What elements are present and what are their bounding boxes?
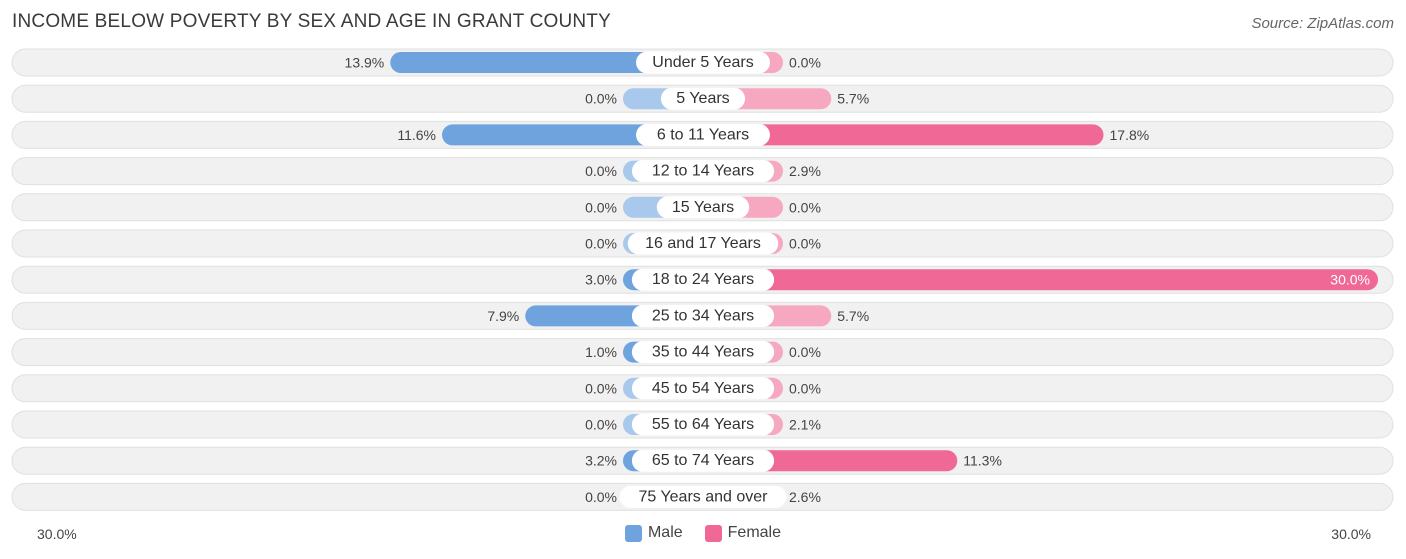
chart-title: INCOME BELOW POVERTY BY SEX AND AGE IN G… [12,11,611,32]
legend-item-female[interactable]: Female [704,524,782,542]
legend-label-male: Male [647,524,683,541]
value-label-female: 11.3% [963,453,1002,469]
category-label: 75 Years and over [639,488,769,505]
value-label-female: 0.0% [789,344,821,360]
legend-swatch-female [704,524,722,542]
category-label: 12 to 14 Years [652,163,754,180]
value-label-female: 5.7% [837,308,869,324]
value-label-female: 0.0% [789,236,821,252]
value-label-female: 2.9% [789,163,821,179]
legend: Male Female [0,524,1406,542]
value-label-female: 2.1% [789,417,821,433]
value-label-male: 0.0% [585,163,617,179]
value-label-female: 17.8% [1110,127,1150,143]
category-pill [631,304,775,327]
category-label: 55 to 64 Years [652,416,754,433]
chart-canvas: 13.9% 0.0% Under 5 Years 0.0% 5.7% 5 Years 11.… [11,48,1394,511]
value-label-male: 1.0% [585,344,617,360]
value-label-male: 0.0% [585,489,617,505]
category-pill [631,413,775,436]
category-pill [631,160,775,183]
category-label: 16 and 17 Years [645,235,761,252]
category-label: 45 to 54 Years [652,380,754,397]
bar-female [703,269,1378,291]
category-pill [636,123,770,146]
category-pill [660,87,746,110]
source-credit: Source: ZipAtlas.com [1251,15,1394,32]
category-label: 35 to 44 Years [652,344,754,361]
category-pill [631,449,775,472]
category-label: 15 Years [672,199,734,216]
category-label: 6 to 11 Years [657,126,749,143]
value-label-male: 0.0% [585,91,617,107]
value-label-male: 11.6% [397,127,436,143]
value-label-male: 13.9% [345,55,385,71]
category-label: 18 to 24 Years [652,271,754,288]
category-pill [631,341,775,364]
axis-right-label: 30.0% [1331,526,1371,542]
value-label-female: 0.0% [789,55,821,71]
category-pill [656,196,750,219]
category-pill [627,232,779,255]
value-label-male: 0.0% [585,236,617,252]
category-pill [631,377,775,400]
bar-female [703,124,1104,146]
value-label-female: 5.7% [837,91,869,107]
value-label-male: 0.0% [585,417,617,433]
value-label-male: 3.2% [585,453,617,469]
legend-label-female: Female [727,524,782,541]
value-label-male: 0.0% [585,380,617,396]
legend-swatch-male [624,524,642,542]
value-label-male: 7.9% [487,308,519,324]
category-pill [631,268,775,291]
value-label-female: 30.0% [1330,272,1370,288]
axis-left-label: 30.0% [37,526,77,542]
category-label: 25 to 34 Years [652,307,754,324]
value-label-female: 2.6% [789,489,821,505]
category-label: 65 to 74 Years [652,452,754,469]
value-label-female: 0.0% [789,380,821,396]
value-label-female: 0.0% [789,199,821,215]
bar-male [390,52,703,73]
value-label-male: 0.0% [585,199,617,215]
category-label: Under 5 Years [652,54,753,71]
category-pill [619,485,787,508]
category-pill [636,51,770,74]
category-label: 5 Years [676,90,729,107]
legend-item-male[interactable]: Male [624,524,683,542]
value-label-male: 3.0% [585,272,617,288]
